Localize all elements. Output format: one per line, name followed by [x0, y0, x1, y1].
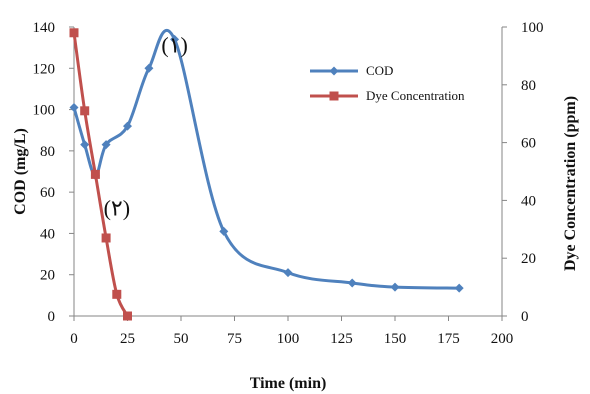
- y-left-tick-label: 20: [40, 268, 55, 284]
- y-right-axis-title: Dye Concentration (ppm): [562, 96, 579, 271]
- data-point-cod: [283, 268, 293, 278]
- data-point-dye-concentration: [101, 233, 111, 243]
- y-left-tick-label: 120: [33, 61, 56, 77]
- data-point-cod: [170, 34, 180, 44]
- y-right-tick-label: 80: [521, 78, 536, 94]
- series-layer: [69, 28, 464, 321]
- y-right-tick-label: 100: [521, 20, 544, 36]
- x-tick-label: 75: [227, 331, 242, 347]
- legend-item-cod: COD: [310, 63, 393, 78]
- data-point-dye-concentration: [112, 289, 122, 299]
- x-tick-label: 0: [70, 331, 78, 347]
- series-line-dye-concentration: [72, 32, 129, 317]
- x-tick-label: 125: [330, 331, 353, 347]
- data-point-dye-concentration: [80, 106, 90, 116]
- y-left-tick-label: 140: [33, 20, 56, 36]
- data-point-cod: [219, 226, 229, 236]
- y-left-tick-label: 40: [40, 226, 55, 242]
- y-right-tick-label: 20: [521, 251, 536, 267]
- data-point-cod: [123, 121, 132, 131]
- y-right-tick-label: 40: [521, 193, 536, 209]
- data-point-dye-concentration: [90, 169, 100, 179]
- y-left-tick-label: 60: [40, 185, 55, 201]
- annotation-label: (۱): [161, 32, 187, 57]
- y-left-tick-label: 0: [48, 309, 56, 325]
- x-tick-label: 150: [384, 331, 407, 347]
- legend-label: Dye Concentration: [366, 88, 465, 103]
- y-left-axis-title: COD (mg/L): [12, 128, 29, 215]
- y-right-tick-label: 0: [521, 309, 529, 325]
- x-tick-label: 175: [437, 331, 460, 347]
- x-tick-label: 200: [491, 331, 514, 347]
- x-axis-title: Time (min): [250, 375, 327, 392]
- data-point-cod: [80, 140, 90, 150]
- data-point-cod: [390, 282, 400, 292]
- data-point-cod: [454, 283, 464, 293]
- series-cod: [69, 29, 464, 293]
- y-left-tick-label: 100: [33, 103, 56, 119]
- data-point-cod: [69, 103, 79, 113]
- data-point-cod: [144, 63, 154, 73]
- axes-layer: 0 25 50 75 100 125 150 175 200020406080100120140…: [33, 20, 544, 347]
- x-tick-label: 100: [277, 331, 300, 347]
- x-tick-label: 50: [174, 331, 189, 347]
- legend-label: COD: [366, 63, 393, 78]
- legend-swatch-marker: [329, 66, 339, 76]
- series-dye-concentration: [69, 28, 132, 321]
- data-point-cod: [101, 140, 111, 150]
- data-point-cod: [347, 278, 357, 288]
- series-line-cod: [72, 29, 460, 290]
- y-right-tick-label: 60: [521, 136, 536, 152]
- data-point-dye-concentration: [69, 28, 79, 38]
- y-left-tick-label: 80: [40, 144, 55, 160]
- legend: COD Dye Concentration: [310, 63, 465, 103]
- data-point-dye-concentration: [123, 311, 132, 321]
- legend-item-dye-concentration: Dye Concentration: [310, 88, 465, 103]
- x-tick-label: 25: [120, 331, 135, 347]
- annotations-layer: (۱) (۲): [104, 32, 188, 220]
- annotation-label: (۲): [104, 195, 130, 220]
- legend-swatch-marker: [329, 91, 339, 101]
